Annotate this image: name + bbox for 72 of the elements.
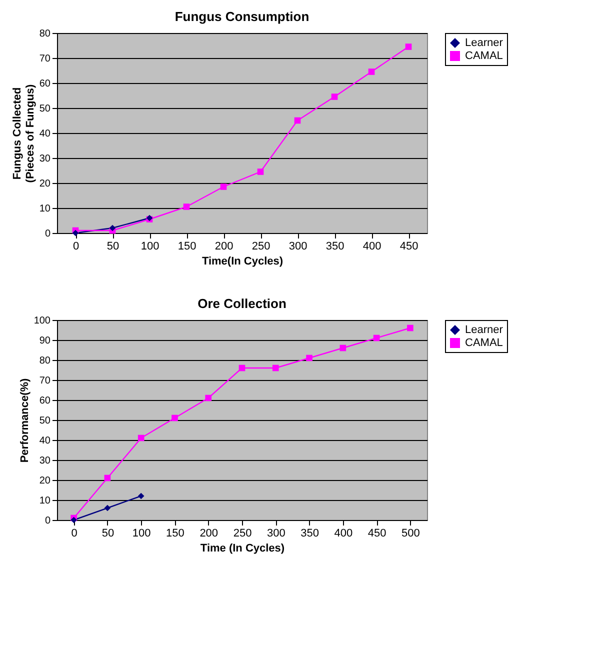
point bbox=[405, 44, 412, 50]
x-tick-label: 350 bbox=[326, 240, 344, 252]
y-tick-label: 80 bbox=[39, 356, 51, 366]
y-tick-label: 60 bbox=[39, 396, 51, 406]
point bbox=[109, 224, 116, 232]
y-tick-label: 0 bbox=[44, 228, 51, 240]
x-tick-label: 450 bbox=[368, 528, 386, 540]
x-tick-label: 150 bbox=[166, 528, 184, 540]
point bbox=[104, 504, 111, 512]
y-tick-label: 40 bbox=[39, 436, 51, 446]
y-tick-label: 10 bbox=[39, 204, 51, 214]
y-tick-label: 70 bbox=[39, 376, 51, 386]
y-tick-label: 70 bbox=[39, 54, 51, 64]
point bbox=[294, 117, 301, 124]
x-tick-label: 50 bbox=[102, 528, 114, 540]
y-axis-title: Fungus Collected (Pieces of Fungus) bbox=[11, 84, 36, 183]
point bbox=[104, 474, 111, 482]
point bbox=[172, 414, 178, 422]
y-tick-label: 60 bbox=[39, 78, 51, 90]
x-tick-label: 400 bbox=[362, 240, 382, 252]
point bbox=[72, 230, 79, 236]
x-tick-label: 150 bbox=[178, 240, 196, 252]
y-tick-label: 10 bbox=[39, 496, 51, 506]
point bbox=[306, 354, 312, 362]
y-tick-label: 50 bbox=[39, 104, 51, 114]
y-tick-label: 30 bbox=[39, 154, 51, 164]
x-tick-label: 0 bbox=[72, 240, 80, 252]
chart-title: Fungus Consumption bbox=[174, 9, 310, 24]
x-tick-label: 250 bbox=[233, 528, 252, 540]
y-tick-label: 0 bbox=[44, 516, 51, 526]
x-tick-label: 300 bbox=[266, 528, 286, 540]
x-axis-title: Time(In Cycles) bbox=[202, 256, 284, 268]
y-tick-label: 80 bbox=[39, 28, 51, 40]
y-tick-label: 90 bbox=[39, 336, 51, 346]
x-tick-label: 400 bbox=[334, 528, 353, 540]
point bbox=[373, 334, 380, 342]
x-tick-label: 100 bbox=[140, 240, 160, 252]
chart-title: Ore Collection bbox=[198, 296, 286, 311]
x-tick-label: 450 bbox=[400, 240, 418, 252]
point bbox=[138, 492, 144, 500]
point bbox=[205, 394, 212, 402]
x-tick-label: 250 bbox=[252, 240, 270, 252]
point bbox=[331, 94, 338, 100]
point bbox=[272, 364, 279, 372]
y-tick-label: 20 bbox=[39, 178, 51, 190]
legend-label: CAMAL bbox=[465, 337, 503, 349]
x-tick-label: 350 bbox=[300, 528, 319, 540]
legend-label: Learner bbox=[465, 37, 504, 49]
x-tick-label: 200 bbox=[214, 240, 234, 252]
y-tick-label: 100 bbox=[34, 316, 51, 326]
x-axis-title: Time (In Cycles) bbox=[200, 542, 285, 554]
x-tick-label: 500 bbox=[402, 528, 420, 540]
y-tick-label: 20 bbox=[39, 476, 51, 486]
x-tick-label: 0 bbox=[71, 528, 78, 540]
point bbox=[257, 168, 264, 175]
point bbox=[407, 324, 414, 332]
y-axis-title: Performance(%) bbox=[18, 378, 31, 463]
x-tick-label: 200 bbox=[200, 528, 218, 540]
point bbox=[368, 68, 375, 75]
legend-label: Learner bbox=[465, 324, 504, 336]
point bbox=[340, 344, 346, 352]
x-tick-label: 300 bbox=[288, 240, 308, 252]
y-tick-label: 30 bbox=[39, 456, 51, 466]
legend-label: CAMAL bbox=[465, 50, 503, 62]
y-tick-label: 50 bbox=[39, 416, 51, 426]
y-tick-label: 40 bbox=[39, 128, 51, 140]
x-tick-label: 100 bbox=[132, 528, 151, 540]
point bbox=[220, 184, 227, 190]
point bbox=[183, 204, 190, 210]
point bbox=[238, 364, 246, 372]
x-tick-label: 50 bbox=[106, 240, 120, 252]
point bbox=[138, 434, 144, 442]
